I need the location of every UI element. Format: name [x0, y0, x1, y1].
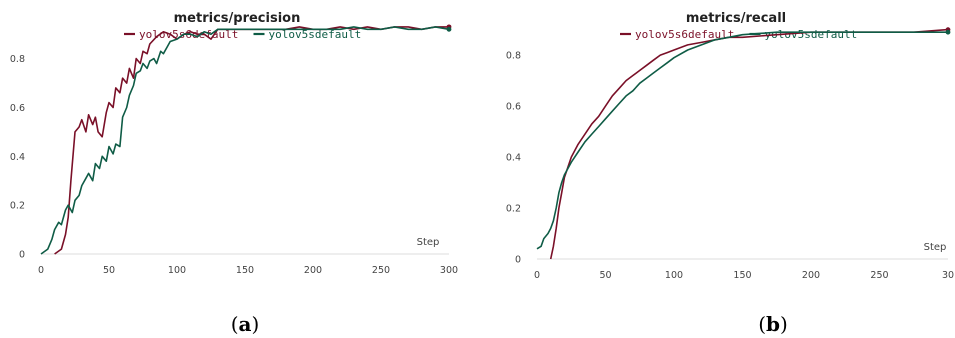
y-tick-label: 0.6 — [506, 102, 521, 113]
legend-entry-yolov5sdefault: yolov5sdefault — [253, 28, 362, 41]
recall-chart-panel: metrics/recall yolov5s6default yolov5sdefa… — [478, 0, 955, 338]
x-tick-label: 0 — [534, 270, 540, 281]
series-line-yolov5s6default — [549, 28, 949, 260]
legend-label: yolov5s6default — [635, 28, 734, 41]
series-line-yolov5sdefault — [536, 31, 948, 250]
y-tick-label: 0 — [515, 255, 521, 266]
x-tick-label: 50 — [103, 265, 115, 276]
precision-chart-panel: metrics/precision yolov5s6default yolov5sd… — [10, 11, 458, 276]
x-tick-label: 100 — [665, 270, 683, 281]
y-tick-label: 0.4 — [506, 153, 521, 164]
x-tick-label: 30 — [942, 270, 954, 281]
y-tick-label: 0.8 — [10, 54, 25, 65]
y-tick-label: 0.2 — [506, 204, 521, 215]
x-axis-label: Step — [924, 242, 947, 253]
x-tick-label: 100 — [168, 265, 186, 276]
legend-entry-yolov5sdefault: yolov5sdefault — [749, 28, 858, 41]
x-tick-label: 200 — [802, 270, 820, 281]
caption-a: (a) — [230, 312, 260, 336]
x-tick-label: 250 — [870, 270, 888, 281]
legend-entry-yolov5s6default: yolov5s6default — [620, 28, 734, 41]
y-tick-label: 0.4 — [10, 152, 25, 163]
series-line-yolov5sdefault — [40, 26, 450, 255]
series-line-yolov5s6default — [54, 26, 449, 255]
legend-label: yolov5sdefault — [269, 28, 362, 41]
y-tick-label: 0.8 — [506, 51, 521, 62]
x-tick-label: 150 — [236, 265, 254, 276]
x-tick-label: 300 — [440, 265, 458, 276]
x-tick-label: 200 — [304, 265, 322, 276]
y-tick-label: 0.6 — [10, 103, 25, 114]
chart-title: metrics/recall — [686, 11, 786, 26]
x-axis-label: Step — [417, 237, 440, 248]
y-tick-label: 0.2 — [10, 201, 25, 212]
recall-chart: metrics/recall yolov5s6default yolov5sdefa… — [506, 11, 954, 281]
x-tick-label: 150 — [733, 270, 751, 281]
y-tick-label: 0 — [19, 250, 25, 261]
x-tick-label: 250 — [372, 265, 390, 276]
chart-title: metrics/precision — [174, 11, 301, 26]
x-tick-label: 0 — [38, 265, 44, 276]
legend-label: yolov5sdefault — [765, 28, 858, 41]
series-end-point — [446, 26, 452, 32]
caption-b: (b) — [758, 312, 788, 336]
series-end-point — [945, 29, 951, 35]
x-tick-label: 50 — [599, 270, 611, 281]
